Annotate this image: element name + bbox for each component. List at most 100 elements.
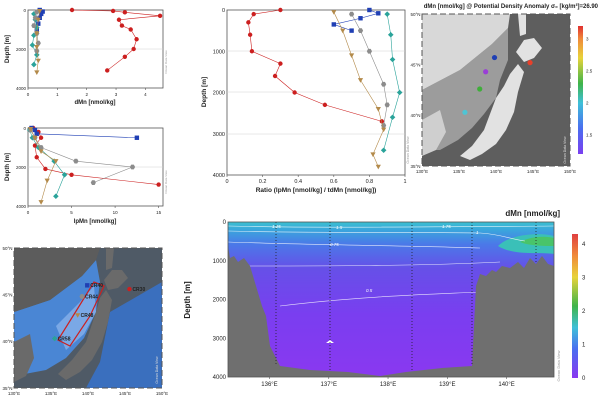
ratio-profile-point-red [292,90,297,95]
dmn-section-xtick-label: 137°E [321,382,337,388]
lpmn-profile-watermark: Ocean Data View [164,170,168,194]
ratio-profile-ytick-label: 0 [222,8,225,14]
ratio-profile-ytick-label: 2000 [213,91,225,97]
dmn-profile-point-red [131,46,136,52]
surface-map-xtick-label: 150°E [564,169,576,174]
dmn-profile-point-red [134,37,139,42]
station-map-station-cr48 [75,313,81,318]
lpmn-profile-point-red [38,135,44,140]
surface-map-station-point [527,60,533,66]
dmn-profile-point-red [69,7,75,13]
dmn-section-xtick-label: 140°E [498,382,514,388]
lpmn-profile-point-tan [38,200,44,205]
dmn-profile-ylabel: Depth [m] [5,35,11,63]
lpmn-profile-point-tan [32,135,38,141]
dmn-section-xtick-label: 138°E [380,382,396,388]
station-map-station-cr40 [85,283,90,288]
dmn-profile-frame [27,9,164,89]
dmn-profile-point-red [119,23,125,28]
ratio-profile-point-gray [349,11,355,17]
surface-map-xtick-label: 145°E [527,169,539,174]
ratio-profile-series-line-gray [351,13,388,126]
dmn-profile-point-gray [31,23,37,28]
station-map-transect-box [57,281,105,347]
dmn-section-contour-label: 1.25 [272,224,281,229]
lpmn-profile-xlabel: lpMn [nmol/kg] [74,219,117,225]
ratio-profile-ylabel: Depth [m] [201,77,208,107]
ratio-profile-ytick-label: 3000 [213,132,225,138]
lpmn-profile-point-gray [73,158,79,164]
station-map-ytick-label: 45°N [2,292,12,297]
dmn-profile-point-red [110,8,116,14]
ratio-profile-point-red [272,73,278,79]
dmn-profile-point-gray [34,48,40,54]
dmn-section-bathymetry [228,222,554,377]
ratio-profile-point-red [278,7,283,13]
surface-map-sakhalin [518,14,526,36]
dmn-profile-xtick-label: 3 [115,92,118,97]
lpmn-profile-point-teal [53,193,59,200]
ratio-profile-point-tan [381,127,387,133]
ratio-profile-xlabel: Ratio (lpMn [nmol/kg] / tdMn [nmol/kg]) [256,187,377,194]
ratio-profile-point-teal [389,114,396,121]
ratio-profile-point-gray [357,28,364,34]
surface-map-honshu [460,64,524,160]
surface-map-colorbar-tick: 2.5 [586,69,593,74]
station-map-station-cr30 [127,286,132,292]
dmn-section-colorbar-tick: 3 [582,276,586,282]
lpmn-profile-point-blue [134,135,140,140]
ratio-profile-chart: 0 0.2 0.4 0.6 0.8 1 0 1000 2000 3000 4000 Ratio (l… [201,7,410,194]
ratio-profile-point-teal [387,31,394,38]
station-map-xtick-label: 135°E [45,391,57,396]
lpmn-profile-ytick-label: 0 [23,126,26,131]
dmn-profile-point-red [157,13,163,19]
dmn-section-colorbar-tick: 1 [582,343,586,349]
surface-map-ytick-label: 45°N [410,62,420,67]
station-map-station-cr58 [51,335,58,342]
surface-map-ytick-label: 35°N [410,164,420,169]
dmn-profile-ytick-label: 4000 [16,86,27,91]
dmn-section-contour-label: 0.75 [330,242,339,247]
dmn-section-colorbar-tick: 0 [582,376,586,382]
station-map-station-label: CR40 [90,283,103,289]
station-map-korea [14,334,34,382]
lpmn-profile-chart: 0 5 10 15 0 2000 4000 lpMn [nmol/kg] Depth [m]… [5,125,168,225]
lpmn-profile-point-blue [34,131,39,137]
ratio-profile-point-red [278,61,283,66]
dmn-profile-point-teal [29,42,36,48]
ratio-profile-xtick-label: 0 [225,179,228,185]
dmn-section-coastal-core [520,236,554,246]
dmn-profile-xtick-label: 4 [144,92,147,97]
station-map-watermark: Ocean Data View [155,356,159,384]
dmn-profile-point-red [116,17,122,22]
dmn-profile-point-teal [31,61,37,68]
dmn-profile-point-tan [34,45,40,50]
lpmn-profile-point-red [32,143,38,148]
surface-map-colorbar [578,26,583,154]
lpmn-profile-ytick-label: 4000 [16,204,27,209]
dmn-section-contour-label: 1.75 [442,224,451,229]
station-map-xtick-label: 150°E [156,391,168,396]
surface-map-colorbar-tick: 2 [586,101,589,106]
dmn-section-colorbar [572,234,578,378]
surface-map-xtick-label: 130°E [416,169,428,174]
ratio-profile-point-blue [376,11,381,16]
dmn-section-ytick-label: 3000 [213,336,227,342]
dmn-section-colorbar-tick: 2 [582,309,586,315]
station-map-sea [14,260,100,376]
lpmn-profile-frame [27,127,164,207]
ratio-profile-xtick-label: 1 [403,179,406,185]
dmn-profile-xlabel: dMn [nmol/kg] [75,100,116,106]
ratio-profile-xtick-label: 0.6 [330,179,338,185]
ratio-profile-series-line-tan [333,11,384,167]
dmn-profile-point-tan [35,58,41,64]
ratio-profile-ytick-label: 1000 [213,49,225,55]
station-map-land-west [14,248,100,312]
ratio-profile-point-red [251,11,256,17]
dmn-profile-point-red [122,10,128,15]
dmn-section-title: dMn [nmol/kg] [505,209,560,218]
station-map-xtick-label: 140°E [82,391,94,396]
station-map-ytick-label: 50°N [2,246,12,251]
ratio-profile-xtick-label: 0.8 [366,179,374,185]
surface-map-station-point [483,69,489,75]
